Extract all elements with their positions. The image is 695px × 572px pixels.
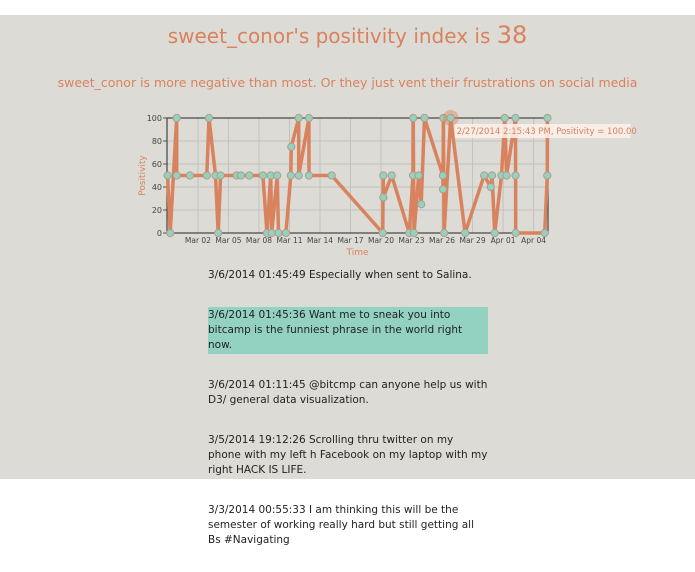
x-tick-label: Mar 08 (246, 236, 272, 245)
data-point[interactable] (511, 171, 520, 180)
x-tick-label: Mar 11 (276, 236, 302, 245)
data-point[interactable] (287, 142, 296, 151)
data-point[interactable] (446, 113, 455, 123)
positivity-chart: 0 20 40 60 80 100 Mar 02 Mar 05 Mar 08 Mar 11 Mar … (138, 110, 637, 258)
tweet-item[interactable]: 3/5/2014 19:12:26 Scrolling thru twitter… (208, 434, 488, 476)
data-point[interactable] (236, 171, 246, 180)
x-tick-label: Mar 26 (429, 236, 455, 245)
data-point[interactable] (378, 228, 387, 238)
data-point[interactable] (511, 228, 520, 238)
x-tick-label: Mar 02 (185, 236, 211, 245)
data-point[interactable] (420, 113, 429, 123)
y-tick-label: 0 (157, 229, 162, 238)
data-point[interactable] (480, 171, 489, 180)
data-point[interactable] (543, 171, 552, 180)
data-point[interactable] (379, 193, 388, 202)
data-point[interactable] (502, 171, 511, 180)
data-point[interactable] (439, 228, 449, 238)
data-point[interactable] (216, 171, 225, 180)
tweet-list: 3/6/2014 01:45:49 Especially when sent t… (208, 267, 488, 572)
data-point[interactable] (304, 113, 314, 123)
tweet-item[interactable]: 3/6/2014 01:45:49 Especially when sent t… (208, 269, 472, 281)
data-point[interactable] (258, 171, 268, 180)
data-point[interactable] (172, 171, 181, 180)
data-point[interactable] (185, 171, 194, 180)
y-axis-label: Positivity (138, 155, 148, 196)
data-point[interactable] (461, 228, 470, 238)
y-tick-label: 80 (152, 137, 162, 146)
data-point[interactable] (543, 113, 552, 123)
data-point[interactable] (540, 228, 549, 238)
x-tick-label: Mar 14 (307, 236, 333, 245)
data-point[interactable] (409, 113, 418, 123)
x-tick-label: Mar 23 (398, 236, 424, 245)
y-tick-label: 100 (147, 114, 162, 123)
data-point[interactable] (172, 113, 181, 123)
data-point[interactable] (286, 171, 295, 180)
data-point[interactable] (487, 171, 497, 180)
data-point[interactable] (438, 185, 448, 194)
tweet-item-highlighted[interactable]: 3/6/2014 01:45:36 Want me to sneak you i… (208, 307, 488, 354)
data-point[interactable] (414, 171, 423, 180)
data-point[interactable] (163, 171, 172, 180)
data-point[interactable] (245, 171, 254, 180)
page-title: sweet_conor's positivity index is 38 (0, 21, 695, 49)
tooltip-box (454, 124, 631, 138)
page: sweet_conor's positivity index is 38 swe… (0, 15, 695, 546)
data-point[interactable] (490, 228, 499, 238)
data-point[interactable] (294, 171, 303, 180)
tweet-item[interactable]: 3/3/2014 00:55:33 I am thinking this wil… (208, 504, 475, 546)
positivity-score: 38 (496, 21, 528, 49)
x-axis-label: Time (345, 248, 368, 258)
tweet-item[interactable]: 3/6/2014 01:11:45 @bitcmp can anyone hel… (208, 379, 488, 406)
data-point[interactable] (327, 171, 336, 180)
title-text: sweet_conor's positivity index is (167, 24, 491, 48)
data-point[interactable] (500, 113, 509, 123)
y-tick-label: 40 (152, 183, 162, 192)
data-point[interactable] (214, 228, 223, 238)
data-point[interactable] (294, 113, 303, 123)
data-point[interactable] (438, 171, 447, 180)
x-tick-label: Mar 29 (460, 236, 486, 245)
data-point[interactable] (387, 171, 396, 180)
data-point[interactable] (273, 171, 282, 180)
x-tick-label: Mar 20 (368, 236, 394, 245)
x-tick-label: Mar 05 (215, 236, 241, 245)
data-point[interactable] (166, 228, 175, 238)
x-tick-label: Apr 04 (521, 236, 546, 245)
data-point[interactable] (379, 171, 388, 180)
data-point[interactable] (204, 113, 214, 123)
data-point[interactable] (281, 228, 291, 238)
data-point[interactable] (304, 171, 314, 180)
page-subtitle: sweet_conor is more negative than most. … (57, 75, 638, 90)
y-tick-label: 20 (152, 206, 162, 215)
data-point[interactable] (202, 171, 211, 180)
tooltip-text: 2/27/2014 2:15:43 PM, Positivity = 100.0… (457, 127, 637, 137)
x-tick-label: Mar 17 (337, 236, 363, 245)
data-point[interactable] (511, 113, 520, 123)
data-point[interactable] (417, 200, 426, 209)
data-point[interactable] (267, 228, 276, 238)
data-point[interactable] (274, 228, 283, 238)
y-tick-label: 60 (152, 160, 162, 169)
data-point[interactable] (486, 182, 495, 192)
x-tick-label: Apr 01 (491, 236, 516, 245)
data-point[interactable] (409, 228, 419, 238)
